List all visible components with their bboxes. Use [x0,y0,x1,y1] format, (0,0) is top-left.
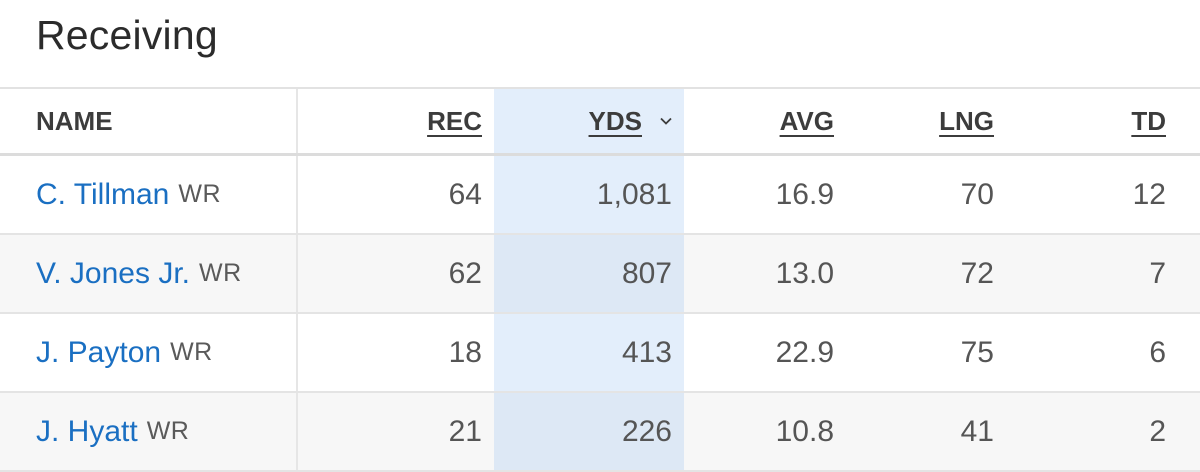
td-value: 12 [1132,177,1166,211]
sorted-column-highlight [494,314,684,391]
lng-value: 72 [960,256,994,290]
rec-value: 18 [448,335,482,369]
column-header-lng[interactable]: LNG [834,89,994,153]
player-cell: J. Hyatt WR [0,393,298,470]
rec-value: 62 [448,256,482,290]
sorted-column-highlight [494,89,684,153]
sort-link-lng[interactable]: LNG [939,105,994,136]
chevron-down-icon [660,117,672,125]
lng-value: 75 [960,335,994,369]
sorted-column-highlight [494,235,684,312]
player-position: WR [146,417,190,445]
rec-value: 64 [448,177,482,211]
table-row: V. Jones Jr. WR 62 807 13.0 72 7 [0,235,1200,314]
player-name-link[interactable]: J. Payton [36,335,162,369]
sort-link-yds[interactable]: YDS [588,105,642,136]
column-header-name: NAME [0,89,298,153]
rec-value: 21 [448,414,482,448]
table-row: J. Hyatt WR 21 226 10.8 41 2 [0,393,1200,472]
player-cell: J. Payton WR [0,314,298,391]
player-name-link[interactable]: C. Tillman [36,177,170,211]
player-cell: C. Tillman WR [0,156,298,233]
td-value: 7 [1149,256,1166,290]
lng-value: 41 [960,414,994,448]
lng-value: 70 [960,177,994,211]
yds-value: 226 [621,414,672,448]
player-name-link[interactable]: V. Jones Jr. [36,256,190,290]
table-header-row: NAME REC YDS AVG LNG TD [0,89,1200,156]
player-position: WR [178,180,222,208]
avg-value: 22.9 [775,335,834,369]
column-header-rec[interactable]: REC [298,89,482,153]
td-value: 2 [1149,414,1166,448]
td-value: 6 [1149,335,1166,369]
avg-value: 10.8 [775,414,834,448]
column-header-avg[interactable]: AVG [684,89,834,153]
yds-value: 807 [621,256,672,290]
sort-link-td[interactable]: TD [1131,105,1166,136]
player-cell: V. Jones Jr. WR [0,235,298,312]
table-row: C. Tillman WR 64 1,081 16.9 70 12 [0,156,1200,235]
yds-value: 1,081 [596,177,672,211]
sort-link-rec[interactable]: REC [427,105,482,136]
yds-value: 413 [621,335,672,369]
sorted-column-highlight [494,156,684,233]
column-header-td[interactable]: TD [994,89,1166,153]
sort-link-avg[interactable]: AVG [779,105,834,136]
avg-value: 13.0 [775,256,834,290]
column-header-yds[interactable]: YDS [494,89,684,153]
player-position: WR [170,338,213,366]
table-row: J. Payton WR 18 413 22.9 75 6 [0,314,1200,393]
section-title: Receiving [36,12,218,58]
avg-value: 16.9 [775,177,834,211]
receiving-table: NAME REC YDS AVG LNG TD C. Tillman WR 64… [0,87,1200,472]
player-position: WR [198,259,242,287]
player-name-link[interactable]: J. Hyatt [36,414,138,448]
